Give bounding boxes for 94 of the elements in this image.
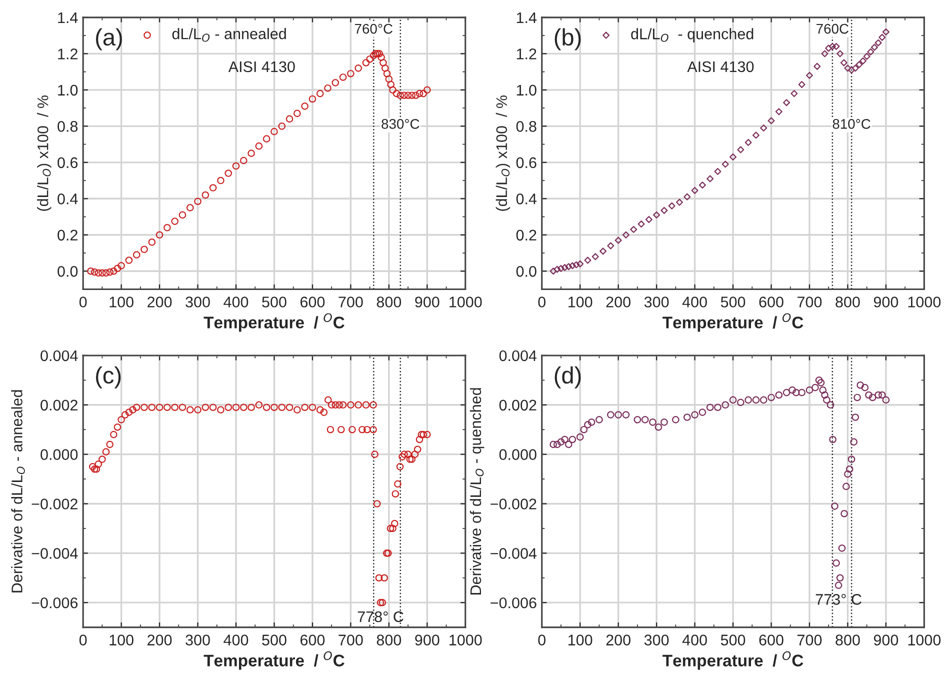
y-tick-label: 1.2: [516, 48, 536, 60]
y-tick-label: 0.2: [58, 230, 78, 241]
y-tick-label: 1.0: [516, 84, 536, 96]
x-tick-label: 200: [148, 296, 172, 308]
x-tick-label: 1000: [908, 296, 941, 308]
y-tick-label: 0.6: [58, 157, 78, 168]
x-tick-label: 600: [300, 296, 325, 308]
annotation: 778° C: [358, 611, 404, 622]
ref-line-label: 760°C: [354, 24, 392, 34]
x-tick-label: 100: [110, 296, 134, 308]
x-tick-label: 200: [148, 634, 172, 646]
x-tick-label: 700: [338, 634, 363, 646]
y-axis-title: (dL/L$_{O}$) x100 / %: [496, 95, 510, 211]
y-tick-label: 0.004: [40, 350, 78, 362]
y-tick-label: 0.0: [58, 266, 78, 277]
x-tick-label: 800: [836, 296, 860, 308]
x-tick-label: 400: [224, 296, 248, 308]
legend-label: dL/L$_{O}$ - annealed: [172, 28, 286, 42]
annotation: (a): [96, 28, 122, 50]
y-tick-label: 1.2: [58, 48, 78, 60]
ref-line-label: 760C: [816, 24, 848, 34]
ref-line-label: 830°C: [382, 119, 420, 129]
x-tick-label: 800: [376, 634, 402, 646]
x-axis-title: Temperature / $^{O}$C: [662, 313, 804, 332]
annotation: (d): [554, 366, 581, 388]
x-tick-label: 1000: [908, 634, 941, 646]
x-tick-label: 900: [415, 634, 440, 646]
y-tick-label: −0.002: [32, 498, 78, 510]
x-tick-label: 900: [415, 296, 440, 308]
y-tick-label: 0.000: [499, 449, 536, 460]
x-tick-label: 900: [874, 296, 898, 308]
x-tick-label: 900: [874, 634, 898, 646]
y-tick-label: 0.8: [58, 121, 78, 132]
x-tick-label: 400: [682, 634, 707, 646]
x-tick-label: 500: [720, 296, 746, 308]
y-tick-label: 1.0: [58, 84, 78, 96]
x-axis-title: Temperature / $^{O}$C: [662, 651, 804, 670]
ref-line-label: 810°C: [832, 119, 870, 129]
x-tick-label: 400: [224, 634, 248, 646]
x-tick-label: 600: [759, 634, 784, 646]
x-tick-label: 500: [262, 296, 286, 308]
y-tick-label: −0.006: [32, 597, 78, 608]
x-tick-label: 800: [376, 296, 402, 308]
x-tick-label: 100: [568, 634, 592, 646]
x-tick-label: 100: [110, 634, 134, 646]
y-tick-label: −0.002: [490, 498, 536, 510]
annotation: 773° C: [816, 594, 862, 605]
x-tick-label: 200: [606, 634, 630, 646]
y-tick-label: 1.4: [516, 12, 537, 23]
x-tick-label: 700: [798, 634, 822, 646]
x-tick-label: 500: [262, 634, 286, 646]
x-tick-label: 500: [720, 634, 746, 646]
y-tick-label: −0.004: [32, 548, 78, 559]
x-tick-label: 300: [186, 296, 210, 308]
x-tick-label: 300: [644, 634, 669, 646]
y-tick-label: 0.002: [40, 400, 78, 411]
y-tick-label: 0.2: [516, 230, 536, 241]
y-tick-label: −0.006: [490, 597, 536, 608]
x-tick-label: 600: [300, 634, 325, 646]
x-tick-label: 0: [538, 634, 546, 646]
annotation: AISI 4130: [228, 61, 295, 72]
y-tick-label: −0.004: [490, 548, 537, 559]
y-axis-title: (dL/L$_{O}$) x100 / %: [37, 95, 52, 211]
annotation: AISI 4130: [687, 61, 754, 72]
y-tick-label: 0.4: [516, 194, 537, 204]
y-tick-label: 0.004: [499, 350, 537, 362]
legend-label: dL/L$_{O}$ - quenched: [631, 28, 754, 42]
annotation: (c): [96, 366, 121, 388]
y-axis-title: Derivative of dL/L$_{O}$ - quenched: [470, 388, 484, 594]
x-tick-label: 0: [538, 296, 546, 308]
x-tick-label: 100: [568, 296, 592, 308]
x-tick-label: 1000: [450, 296, 482, 308]
y-tick-label: 0.002: [499, 400, 536, 411]
x-axis-title: Temperature / $^{O}$C: [204, 313, 344, 332]
x-tick-label: 0: [79, 296, 87, 308]
x-tick-label: 600: [759, 296, 784, 308]
x-axis-title: Temperature / $^{O}$C: [204, 651, 344, 670]
y-tick-label: 0.8: [516, 121, 536, 132]
x-tick-label: 200: [606, 296, 630, 308]
x-tick-label: 0: [79, 634, 87, 646]
x-tick-label: 300: [644, 296, 669, 308]
y-axis-title: Derivative of dL/L$_{O}$ - annealed: [11, 390, 25, 592]
y-tick-label: 0.0: [516, 266, 536, 277]
y-tick-label: 1.4: [58, 12, 78, 23]
x-tick-label: 1000: [450, 634, 482, 646]
x-tick-label: 400: [682, 296, 707, 308]
x-tick-label: 700: [798, 296, 822, 308]
y-tick-label: 0.4: [58, 194, 78, 204]
y-tick-label: 0.000: [40, 449, 78, 460]
x-tick-label: 700: [338, 296, 363, 308]
x-tick-label: 800: [836, 634, 860, 646]
x-tick-label: 300: [186, 634, 210, 646]
annotation: (b): [554, 28, 581, 50]
y-tick-label: 0.6: [516, 157, 536, 168]
